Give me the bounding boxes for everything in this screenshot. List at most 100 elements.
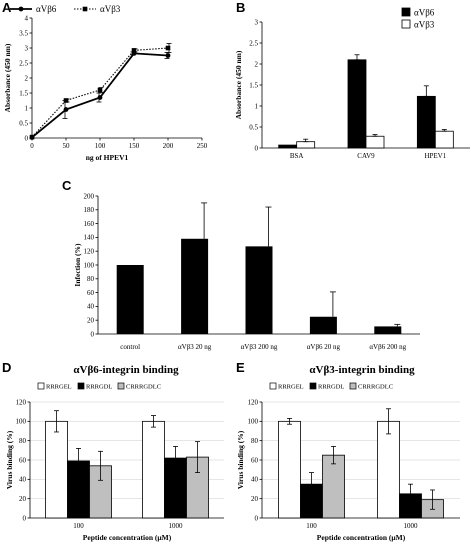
x-tick-label: 100 [73, 522, 84, 530]
legend-swatch [117, 382, 125, 390]
legend-label: αVβ6 [414, 8, 435, 18]
y-tick-label: 60 [251, 456, 259, 464]
legend-label: αVβ6 [36, 4, 57, 14]
panel-letter-d: D [2, 360, 11, 375]
bar [322, 454, 345, 519]
y-tick-label: 0 [255, 514, 259, 522]
y-axis-label: Virus binding (%) [236, 430, 245, 489]
y-tick-label: 120 [248, 398, 259, 406]
x-tick-label: 250 [197, 142, 208, 150]
bar [374, 326, 402, 334]
y-tick-label: 140 [84, 234, 95, 242]
y-tick-label: 3 [25, 44, 29, 52]
y-tick-label: 160 [84, 220, 95, 228]
y-tick-label: 1 [255, 102, 259, 110]
x-axis-label: Peptide concentration (μM) [317, 533, 406, 542]
x-tick-label: 0 [30, 142, 34, 150]
panel-e-bar-chart: αVβ3-integrin binding RRRGEL RRRGDL CRRRGDL… [236, 364, 460, 542]
y-tick-label: 120 [16, 398, 27, 406]
y-tick-label: 120 [84, 248, 95, 256]
y-tick-label: 100 [16, 418, 27, 426]
x-tick-label: 150 [129, 142, 140, 150]
x-tick-label: 50 [63, 142, 71, 150]
y-tick-label: 60 [87, 289, 95, 297]
x-tick-label: HPEV1 [424, 152, 446, 160]
bar [365, 135, 385, 149]
legend-label: RRRGEL [46, 384, 72, 391]
data-point-circle [97, 95, 103, 100]
data-point-square [165, 45, 171, 51]
bar [245, 246, 273, 334]
y-tick-label: 100 [248, 418, 259, 426]
y-tick-label: 20 [251, 495, 259, 503]
legend-swatch [401, 7, 411, 17]
panel-letter-e: E [236, 360, 245, 375]
y-tick-label: 80 [87, 275, 95, 283]
y-tick-label: 1 [25, 104, 29, 112]
legend-swatch [309, 382, 317, 390]
y-tick-label: 0 [91, 330, 95, 338]
legend-label: CRRRGDLC [126, 384, 161, 391]
y-tick-label: 20 [19, 495, 27, 503]
legend-label: RRRGEL [278, 384, 304, 391]
x-tick-label: 100 [306, 522, 317, 530]
y-tick-label: 4 [25, 14, 29, 22]
panel-c-bar-chart: 0 20 40 60 80 100 120 140 160 180 200 Infection (%)… [73, 192, 420, 351]
panel-letter-c: C [62, 178, 72, 193]
x-axis-label: Peptide concentration (μM) [83, 533, 172, 542]
x-tick-label: αVβ3 20 ng [178, 343, 212, 351]
panel-title: αVβ3-integrin binding [309, 364, 415, 376]
data-point-square [97, 87, 103, 93]
panel-letter-b: B [236, 0, 245, 15]
legend-label: CRRRGDLC [358, 384, 393, 391]
legend-swatch [77, 382, 85, 390]
bar [278, 144, 298, 149]
y-tick-label: 20 [87, 317, 95, 325]
x-tick-label: αVβ6 20 ng [307, 343, 341, 351]
x-tick-label: 100 [95, 142, 106, 150]
legend-swatch [37, 382, 45, 390]
legend-marker-circle [18, 6, 24, 12]
legend-label: αVβ3 [100, 4, 121, 14]
bar [416, 95, 436, 149]
y-tick-label: 1.5 [249, 81, 258, 89]
y-axis-label: Virus binding (%) [5, 430, 14, 489]
legend-swatch [401, 19, 411, 29]
x-tick-label: 1000 [169, 522, 184, 530]
y-axis-label: Infection (%) [73, 243, 82, 287]
y-tick-label: 0 [255, 144, 259, 152]
data-point-square [63, 98, 69, 103]
data-point-square [131, 48, 137, 53]
y-tick-label: 60 [19, 456, 27, 464]
y-tick-label: 2.5 [19, 59, 28, 67]
bar [116, 265, 144, 334]
y-tick-label: 40 [251, 476, 259, 484]
bar [181, 238, 209, 334]
y-tick-label: 3.5 [19, 29, 28, 37]
bar [377, 420, 400, 519]
legend-label: RRRGDL [86, 384, 112, 391]
legend-label: αVβ3 [414, 20, 435, 30]
panel-d-bar-chart: αVβ6-integrin binding RRRGEL RRRGDL CRRRGDL… [5, 364, 224, 542]
y-tick-label: 0.5 [249, 123, 258, 131]
y-axis-label: Absorbance (450 nm) [234, 50, 243, 119]
bar [434, 130, 454, 149]
series-line-2 [31, 47, 169, 138]
y-tick-label: 2.5 [249, 39, 258, 47]
y-axis-label: Absorbance (450 nm) [3, 43, 12, 112]
legend-swatch [349, 382, 357, 390]
x-tick-label: αVβ6 200 ng [369, 343, 406, 351]
y-tick-label: 2 [25, 74, 29, 82]
x-tick-label: 200 [163, 142, 174, 150]
data-point-circle [165, 53, 171, 58]
legend-marker-square [82, 6, 88, 12]
y-tick-label: 40 [87, 303, 95, 311]
bar [142, 420, 165, 519]
y-tick-label: 180 [84, 206, 95, 214]
panel-letter-a: A [2, 0, 12, 15]
panel-a-line-chart: 0 0.5 1 1.5 2 2.5 3 3.5 4 Absorbance (450 nm) 0 50 1… [3, 4, 208, 162]
x-tick-label: 1000 [404, 522, 419, 530]
x-tick-label: control [120, 343, 140, 351]
panel-title: αVβ6-integrin binding [73, 364, 179, 376]
